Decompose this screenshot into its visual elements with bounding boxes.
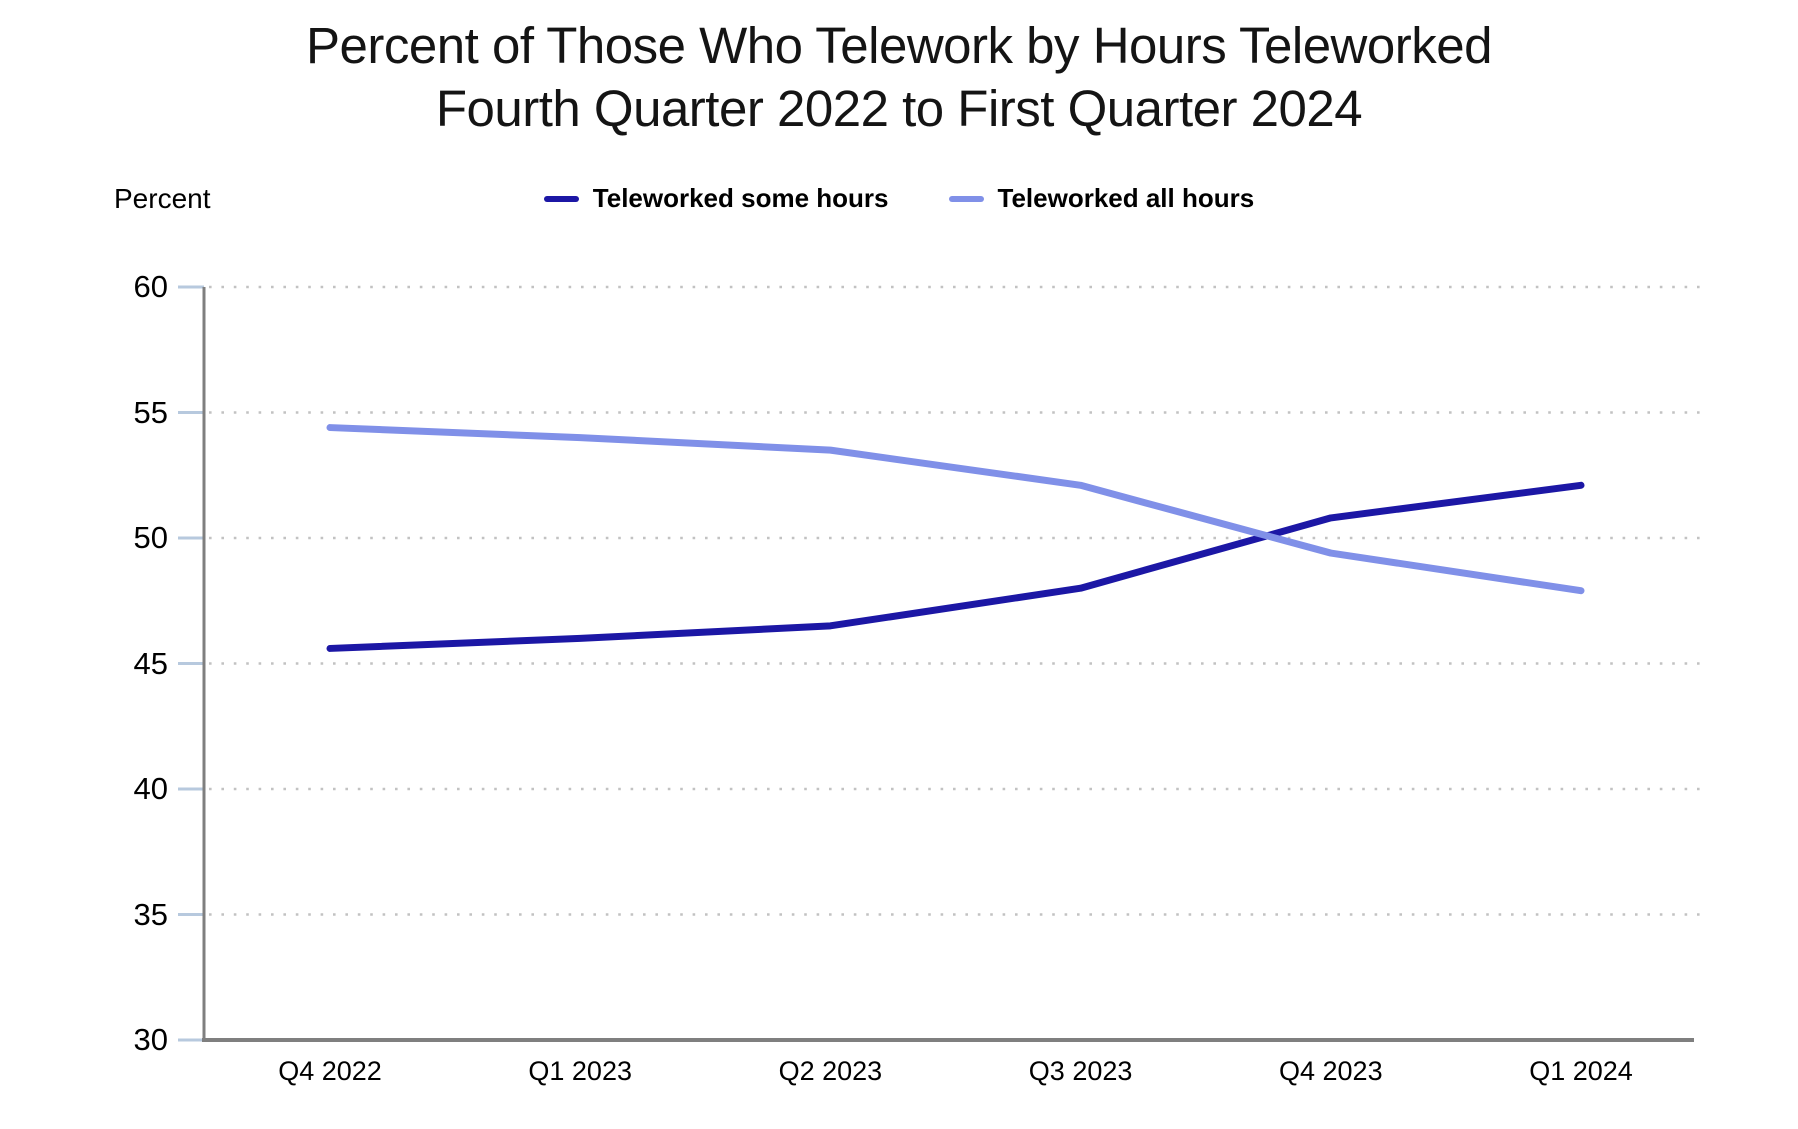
x-tick-label-q1-2023: Q1 2023 bbox=[528, 1056, 632, 1086]
y-tick-label-55: 55 bbox=[133, 394, 168, 430]
y-axis-caption: Percent bbox=[114, 183, 211, 214]
x-tick-label-q1-2024: Q1 2024 bbox=[1529, 1056, 1633, 1086]
legend-swatch-some-hours-icon bbox=[543, 195, 579, 202]
legend-swatch-all-hours-icon bbox=[948, 195, 984, 202]
y-tick-label-40: 40 bbox=[133, 771, 168, 806]
x-tick-label-q4-2023: Q4 2023 bbox=[1279, 1056, 1383, 1086]
x-tick-label-q3-2023: Q3 2023 bbox=[1028, 1056, 1133, 1086]
legend-item-some-hours: Teleworked some hours bbox=[543, 183, 889, 214]
x-tick-label-q4-2022: Q4 2022 bbox=[278, 1056, 382, 1086]
y-tick-label-35: 35 bbox=[133, 896, 168, 932]
y-tick-label-60: 60 bbox=[133, 269, 168, 304]
y-tick-label-30: 30 bbox=[133, 1022, 168, 1057]
legend-label-some-hours: Teleworked some hours bbox=[592, 183, 889, 213]
series-line-some-hours bbox=[326, 481, 1585, 652]
chart-title-line1: Percent of Those Who Telework by Hours T… bbox=[306, 17, 1492, 74]
y-tick-label-50: 50 bbox=[133, 520, 168, 555]
legend-label-all-hours: Teleworked all hours bbox=[997, 183, 1255, 213]
y-tick-label-45: 45 bbox=[133, 645, 168, 681]
series-line-all-hours bbox=[326, 424, 1585, 595]
chart-title-line2: Fourth Quarter 2022 to First Quarter 202… bbox=[435, 80, 1363, 137]
chart-title: Percent of Those Who Telework by Hours T… bbox=[0, 14, 1798, 140]
legend-item-all-hours: Teleworked all hours bbox=[948, 183, 1255, 214]
x-tick-label-q2-2023: Q2 2023 bbox=[778, 1056, 883, 1086]
chart-legend: Teleworked some hours Teleworked all hou… bbox=[0, 183, 1798, 214]
